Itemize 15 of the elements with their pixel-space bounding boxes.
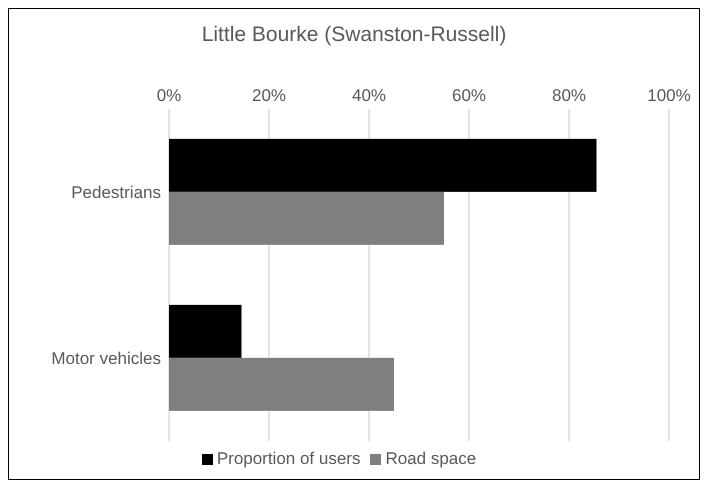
chart-title: Little Bourke (Swanston-Russell) xyxy=(200,23,508,47)
x-tick-label: 40% xyxy=(352,86,386,105)
x-tick-label: 80% xyxy=(552,86,586,105)
x-tick-label: 0% xyxy=(156,86,182,105)
x-tick-label: 100% xyxy=(647,86,691,105)
x-tick-label: 20% xyxy=(252,86,286,105)
x-tick-label: 60% xyxy=(452,86,486,105)
y-tick-label: Motor vehicles xyxy=(51,349,161,368)
bar xyxy=(169,138,596,192)
bar xyxy=(169,192,444,245)
bar xyxy=(169,358,394,411)
legend-label: Proportion of users xyxy=(216,449,360,468)
y-tick-label: Pedestrians xyxy=(71,183,161,202)
bar xyxy=(169,304,242,358)
legend-label: Road space xyxy=(385,449,476,468)
